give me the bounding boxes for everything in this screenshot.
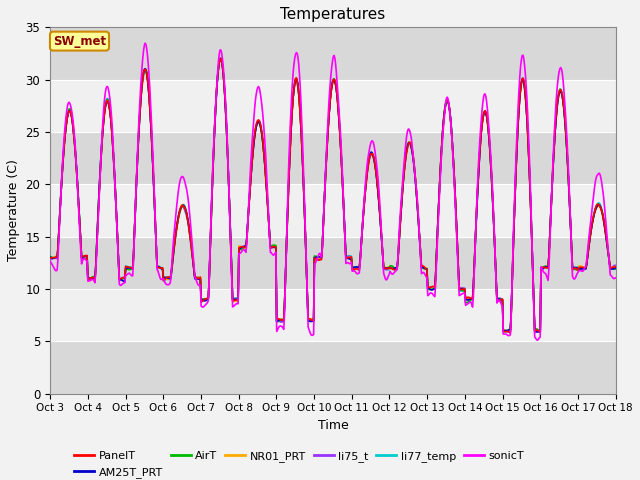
Bar — [50, 289, 616, 341]
Bar — [50, 80, 616, 132]
Legend: PanelT, AM25T_PRT, AirT, NR01_PRT, li75_t, li77_temp, sonicT: PanelT, AM25T_PRT, AirT, NR01_PRT, li75_… — [70, 447, 528, 480]
Y-axis label: Temperature (C): Temperature (C) — [7, 159, 20, 262]
Bar — [50, 184, 616, 237]
Title: Temperatures: Temperatures — [280, 7, 385, 22]
X-axis label: Time: Time — [317, 419, 348, 432]
Text: SW_met: SW_met — [53, 35, 106, 48]
